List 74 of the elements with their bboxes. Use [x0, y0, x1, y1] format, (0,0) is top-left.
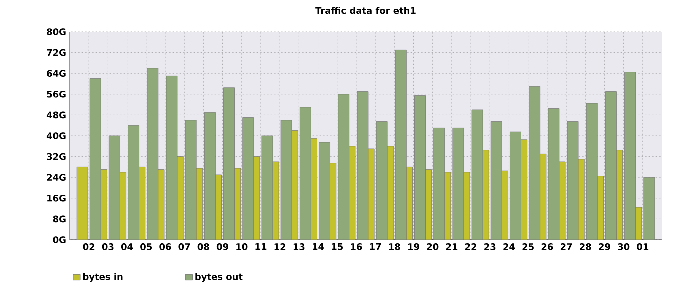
- y-tick-label: 64G: [47, 70, 66, 78]
- x-tick-label: 02: [83, 244, 95, 250]
- y-tick-label: 72G: [47, 49, 66, 56]
- x-tick-label: 03: [102, 244, 114, 250]
- bar: [300, 107, 312, 240]
- y-tick-label: 24G: [47, 174, 66, 182]
- x-tick-label: 04: [121, 244, 134, 250]
- x-tick-label: 12: [274, 244, 286, 250]
- bar: [529, 86, 541, 240]
- x-tick-label: 11: [256, 244, 267, 250]
- x-tick-label: 05: [140, 244, 152, 250]
- y-tick-label: 8G: [53, 216, 66, 223]
- x-tick-label: 26: [542, 244, 554, 250]
- x-tick-label: 30: [618, 244, 630, 250]
- bar: [472, 110, 484, 240]
- y-tick-label: 0G: [53, 236, 66, 244]
- legend-label: bytes out: [196, 273, 243, 282]
- bar: [452, 128, 464, 240]
- x-tick-label: 22: [465, 244, 477, 250]
- x-tick-label: 15: [332, 244, 343, 250]
- bar: [319, 142, 330, 240]
- bar: [262, 136, 274, 240]
- bar: [510, 132, 522, 240]
- bar: [586, 103, 598, 240]
- bar: [606, 92, 617, 240]
- bar: [338, 94, 350, 240]
- bar: [204, 112, 216, 240]
- bar: [395, 50, 407, 240]
- bar: [128, 125, 140, 240]
- bar: [376, 122, 388, 240]
- y-tick-label: 48G: [46, 112, 66, 119]
- bar: [624, 72, 636, 240]
- x-tick-label: 08: [198, 244, 210, 250]
- legend-label: bytes in: [83, 273, 123, 282]
- bar: [490, 122, 502, 240]
- x-tick-label: 21: [446, 244, 458, 250]
- x-tick-label: 17: [370, 244, 382, 250]
- y-tick-label: 40G: [46, 132, 66, 140]
- bar: [414, 96, 426, 240]
- x-tick-label: 13: [294, 244, 305, 250]
- bar: [185, 120, 197, 240]
- y-tick-label: 32G: [47, 153, 66, 160]
- bar: [147, 68, 159, 240]
- x-tick-label: 10: [236, 244, 248, 250]
- x-tick-label: 25: [522, 244, 534, 250]
- x-tick-label: 06: [160, 244, 172, 250]
- x-tick-label: 14: [313, 244, 324, 250]
- bar: [242, 118, 254, 240]
- x-tick-label: 18: [389, 244, 400, 250]
- y-tick-label: 16G: [48, 194, 66, 202]
- x-tick-label: 28: [580, 244, 592, 250]
- x-tick-label: 16: [351, 244, 362, 250]
- y-tick-label: 80G: [47, 28, 66, 36]
- bar: [548, 108, 560, 240]
- bar: [166, 76, 178, 240]
- bar: [357, 92, 369, 240]
- chart-title: Traffic data for eth1: [316, 7, 416, 14]
- x-tick-label: 09: [216, 244, 228, 250]
- x-tick-label: 27: [560, 244, 572, 250]
- x-tick-label: 07: [178, 244, 190, 250]
- bar: [280, 120, 292, 240]
- bar: [644, 177, 656, 240]
- bar: [224, 88, 235, 240]
- bar: [434, 128, 446, 240]
- x-tick-label: 23: [484, 244, 496, 250]
- bar: [108, 136, 120, 240]
- bar: [567, 122, 579, 240]
- x-tick-label: 20: [427, 244, 439, 250]
- x-tick-label: 29: [599, 244, 610, 250]
- bar: [90, 78, 102, 240]
- x-tick-label: 01: [637, 244, 649, 250]
- y-tick-label: 56G: [47, 90, 66, 98]
- x-tick-label: 19: [408, 244, 420, 250]
- x-tick-label: 24: [504, 244, 516, 250]
